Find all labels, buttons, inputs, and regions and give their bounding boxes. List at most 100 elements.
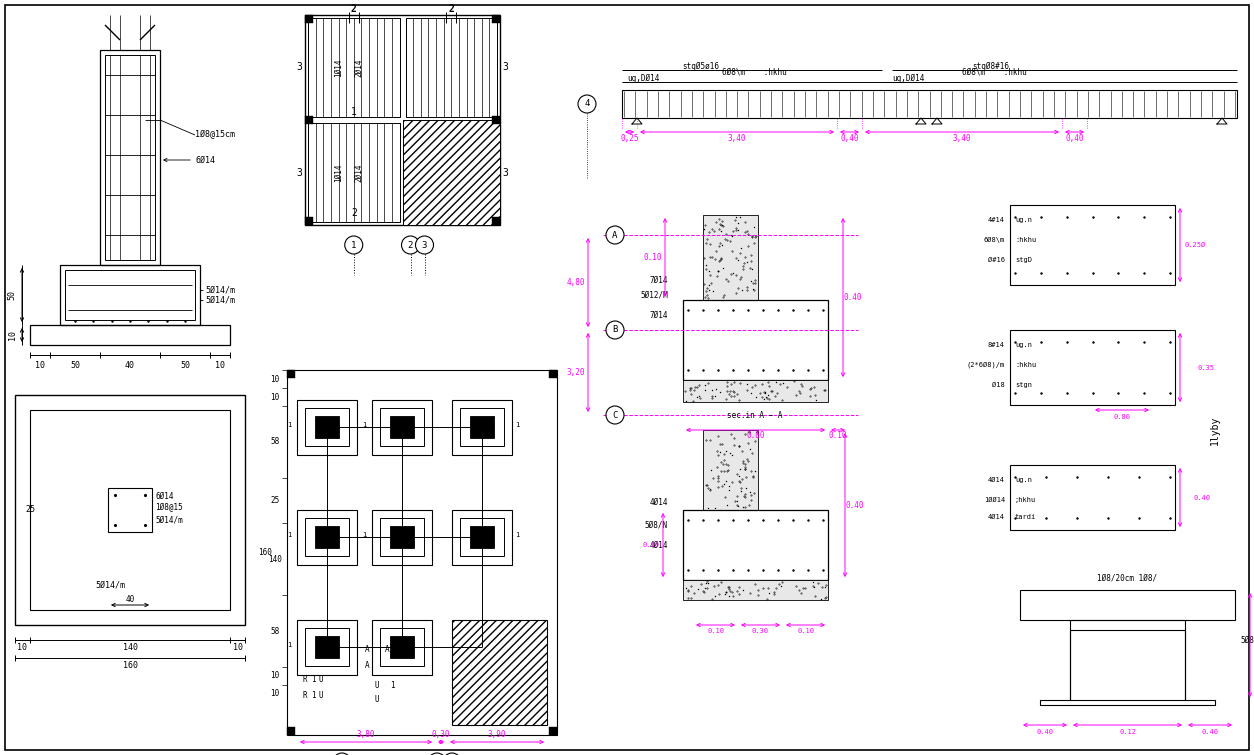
Text: 0.80: 0.80 bbox=[746, 432, 765, 440]
Text: 50: 50 bbox=[70, 360, 80, 369]
Text: 6Ø8\m    :hkhu: 6Ø8\m :hkhu bbox=[962, 67, 1027, 76]
Text: 4Ø14: 4Ø14 bbox=[650, 498, 668, 507]
Text: 1Ø8/20cm 1Ø8/: 1Ø8/20cm 1Ø8/ bbox=[1097, 574, 1157, 583]
Text: 1Ø14: 1Ø14 bbox=[335, 58, 344, 77]
Text: 0.25Ø: 0.25Ø bbox=[1184, 242, 1205, 248]
Bar bbox=[297, 400, 357, 455]
Bar bbox=[460, 408, 504, 446]
Bar bbox=[108, 488, 152, 532]
Circle shape bbox=[428, 753, 446, 755]
Text: U: U bbox=[319, 691, 324, 699]
Bar bbox=[315, 416, 339, 438]
Text: 58: 58 bbox=[271, 437, 280, 446]
Bar bbox=[372, 400, 431, 455]
Circle shape bbox=[334, 753, 351, 755]
Text: ug.n: ug.n bbox=[1014, 477, 1032, 483]
Bar bbox=[305, 116, 314, 124]
Bar bbox=[315, 526, 339, 548]
Bar bbox=[305, 15, 314, 23]
Text: A: A bbox=[385, 646, 389, 655]
Text: 1: 1 bbox=[515, 422, 519, 428]
Text: 1: 1 bbox=[351, 241, 356, 249]
Bar bbox=[451, 400, 512, 455]
Text: 0,40: 0,40 bbox=[840, 134, 859, 143]
Bar bbox=[308, 18, 400, 117]
Text: stgØ8#16: stgØ8#16 bbox=[972, 61, 1009, 70]
Text: 0.40: 0.40 bbox=[1193, 495, 1210, 501]
Text: 2: 2 bbox=[449, 4, 454, 14]
Text: 5Ø8/m: 5Ø8/m bbox=[1240, 636, 1254, 645]
Text: 10: 10 bbox=[18, 643, 28, 652]
Bar bbox=[1009, 330, 1175, 405]
Bar bbox=[1009, 465, 1175, 530]
Bar bbox=[390, 526, 414, 548]
Text: :hkhu: :hkhu bbox=[1014, 362, 1036, 368]
Bar bbox=[305, 628, 349, 666]
Bar bbox=[492, 217, 500, 225]
Text: R: R bbox=[302, 676, 307, 685]
Bar bbox=[287, 727, 295, 735]
Text: R: R bbox=[302, 691, 307, 699]
Text: 6Ø14: 6Ø14 bbox=[155, 492, 173, 501]
Text: U: U bbox=[319, 676, 324, 685]
Bar bbox=[492, 15, 500, 23]
Text: U: U bbox=[375, 695, 379, 704]
Text: 0.12: 0.12 bbox=[1119, 729, 1136, 735]
Text: 5Ø14/m: 5Ø14/m bbox=[95, 581, 125, 590]
Text: 1Ø14: 1Ø14 bbox=[335, 163, 344, 182]
Text: 0.30: 0.30 bbox=[752, 628, 769, 634]
Bar bbox=[30, 410, 229, 610]
Text: 25: 25 bbox=[271, 496, 280, 505]
Text: 3,40: 3,40 bbox=[727, 134, 746, 143]
Text: 5Ø14/m: 5Ø14/m bbox=[204, 285, 234, 294]
Text: 1: 1 bbox=[287, 422, 291, 428]
Circle shape bbox=[606, 406, 624, 424]
Bar bbox=[683, 580, 828, 600]
Text: 2: 2 bbox=[351, 208, 356, 218]
Text: 0.40: 0.40 bbox=[845, 501, 864, 510]
Text: 0.40: 0.40 bbox=[1201, 729, 1219, 735]
Text: 50: 50 bbox=[181, 360, 191, 369]
Text: :hkhu: :hkhu bbox=[1014, 237, 1036, 243]
Text: 4,80: 4,80 bbox=[567, 278, 586, 287]
Text: 4: 4 bbox=[584, 100, 589, 109]
Text: tardi: tardi bbox=[1014, 514, 1036, 520]
Text: 25: 25 bbox=[25, 506, 35, 514]
Text: 160: 160 bbox=[123, 661, 138, 670]
Bar bbox=[451, 510, 512, 565]
Text: 3,20: 3,20 bbox=[567, 368, 586, 377]
Text: U: U bbox=[375, 680, 379, 689]
Text: C: C bbox=[612, 411, 618, 420]
Bar bbox=[683, 380, 828, 402]
Bar bbox=[372, 620, 431, 675]
Circle shape bbox=[415, 236, 434, 254]
Text: 10: 10 bbox=[271, 393, 280, 402]
Bar bbox=[1020, 590, 1235, 620]
Text: stgD: stgD bbox=[1014, 257, 1032, 263]
Text: 40: 40 bbox=[125, 596, 134, 605]
Bar bbox=[492, 116, 500, 124]
Bar bbox=[305, 15, 500, 225]
Text: 1: 1 bbox=[287, 532, 291, 538]
Text: 140: 140 bbox=[123, 643, 138, 652]
Text: 0.35: 0.35 bbox=[1198, 365, 1214, 371]
Text: 5Ø8/N: 5Ø8/N bbox=[645, 520, 668, 529]
Text: 4Ø14: 4Ø14 bbox=[988, 514, 1004, 520]
Text: 0.40: 0.40 bbox=[844, 293, 863, 302]
Text: 140: 140 bbox=[268, 554, 282, 563]
Text: 10: 10 bbox=[35, 360, 45, 369]
Text: 5Ø14/m: 5Ø14/m bbox=[155, 516, 183, 525]
Text: 0,30: 0,30 bbox=[431, 731, 450, 739]
Bar bbox=[372, 510, 431, 565]
Text: 6Ø14: 6Ø14 bbox=[196, 156, 214, 165]
Text: 6Ø8\m: 6Ø8\m bbox=[983, 237, 1004, 243]
Text: B: B bbox=[612, 325, 618, 334]
Bar bbox=[1070, 620, 1185, 700]
Text: ;hkhu: ;hkhu bbox=[1014, 497, 1036, 503]
Circle shape bbox=[578, 95, 596, 113]
Circle shape bbox=[443, 753, 461, 755]
Text: 10: 10 bbox=[233, 643, 243, 652]
Text: (2*6Ø8)/m: (2*6Ø8)/m bbox=[967, 362, 1004, 368]
Text: 7Ø14: 7Ø14 bbox=[650, 310, 668, 319]
Bar bbox=[380, 628, 424, 666]
